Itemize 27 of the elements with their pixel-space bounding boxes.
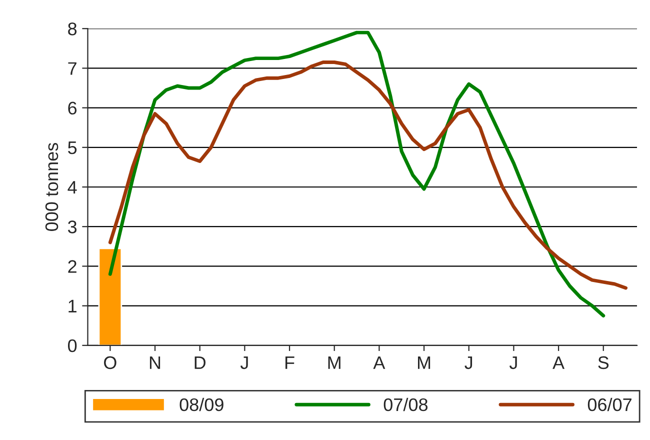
line-series xyxy=(108,60,628,290)
y-tick-label: 3 xyxy=(68,220,77,234)
x-tick-label: N xyxy=(150,356,160,369)
y-tick-label: 1 xyxy=(68,300,76,312)
x-tick-label: O xyxy=(104,356,116,370)
x-tick-label: A xyxy=(552,356,565,369)
legend-label: 06/07 xyxy=(588,398,632,412)
y-tick-label: 7 xyxy=(68,62,76,75)
x-tick-label: F xyxy=(285,356,294,369)
x-tick-label: M xyxy=(328,356,340,369)
y-tick-label: 5 xyxy=(68,142,77,154)
y-tick-label: 8 xyxy=(68,22,77,36)
line-series xyxy=(108,30,606,318)
x-tick-label: D xyxy=(194,356,206,369)
x-tick-label: J xyxy=(240,356,248,370)
y-tick-label: 0 xyxy=(68,339,77,352)
y-tick-label: 2 xyxy=(68,260,76,273)
y-tick-label: 4 xyxy=(68,181,77,194)
x-tick-label: A xyxy=(373,356,386,369)
x-tick-label: J xyxy=(464,356,472,370)
legend-label: 08/09 xyxy=(180,398,224,412)
legend-label: 07/08 xyxy=(384,398,428,412)
x-tick-label: J xyxy=(509,356,517,370)
y-tick-label: 6 xyxy=(68,102,77,115)
x-tick-label: S xyxy=(598,356,609,370)
y-axis-title: 000 tonnes xyxy=(45,142,58,231)
x-tick-label: M xyxy=(418,356,430,369)
